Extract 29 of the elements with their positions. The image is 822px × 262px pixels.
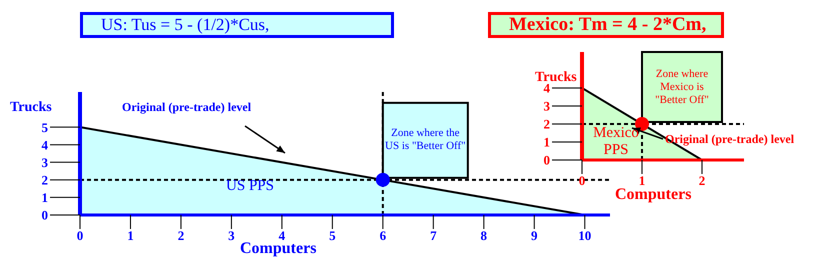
- y-tick-label: 1: [544, 134, 550, 150]
- x-tick-label: 2: [698, 173, 706, 188]
- y-tick-label: 4: [42, 137, 48, 152]
- x-axis-title: Computers: [615, 186, 692, 204]
- y-tick-label: 0: [42, 208, 48, 223]
- y-tick-label: 0: [544, 152, 550, 168]
- x-tick-label: 7: [430, 228, 438, 244]
- x-tick-label: 1: [127, 228, 134, 244]
- annotation: Original (pre-trade) level: [122, 100, 252, 115]
- y-tick-label: 2: [544, 116, 550, 132]
- chart-title: Mexico: Tm = 4 - 2*Cm,: [488, 12, 724, 38]
- legend-label: Mexico PPS: [592, 125, 640, 159]
- y-tick-label: 1: [42, 190, 48, 206]
- x-tick-label: 10: [578, 228, 592, 244]
- y-tick-label: 3: [544, 98, 550, 114]
- x-tick-label: 1: [638, 173, 646, 188]
- x-tick-label: 0: [76, 228, 84, 244]
- x-tick-label: 2: [178, 228, 184, 244]
- x-tick-label: 0: [578, 173, 586, 188]
- chart-title: US: Tus = 5 - (1/2)*Cus,: [80, 12, 394, 38]
- x-tick-label: 9: [531, 228, 538, 244]
- series-label: US PPS: [225, 178, 275, 195]
- x-tick-label: 3: [228, 228, 236, 244]
- y-axis-title: Trucks: [10, 100, 52, 116]
- y-tick-label: 5: [42, 120, 48, 135]
- x-tick-label: 6: [380, 228, 387, 244]
- x-tick-label: 8: [480, 228, 488, 244]
- x-tick-label: 5: [329, 228, 336, 244]
- y-tick-label: 3: [42, 154, 48, 170]
